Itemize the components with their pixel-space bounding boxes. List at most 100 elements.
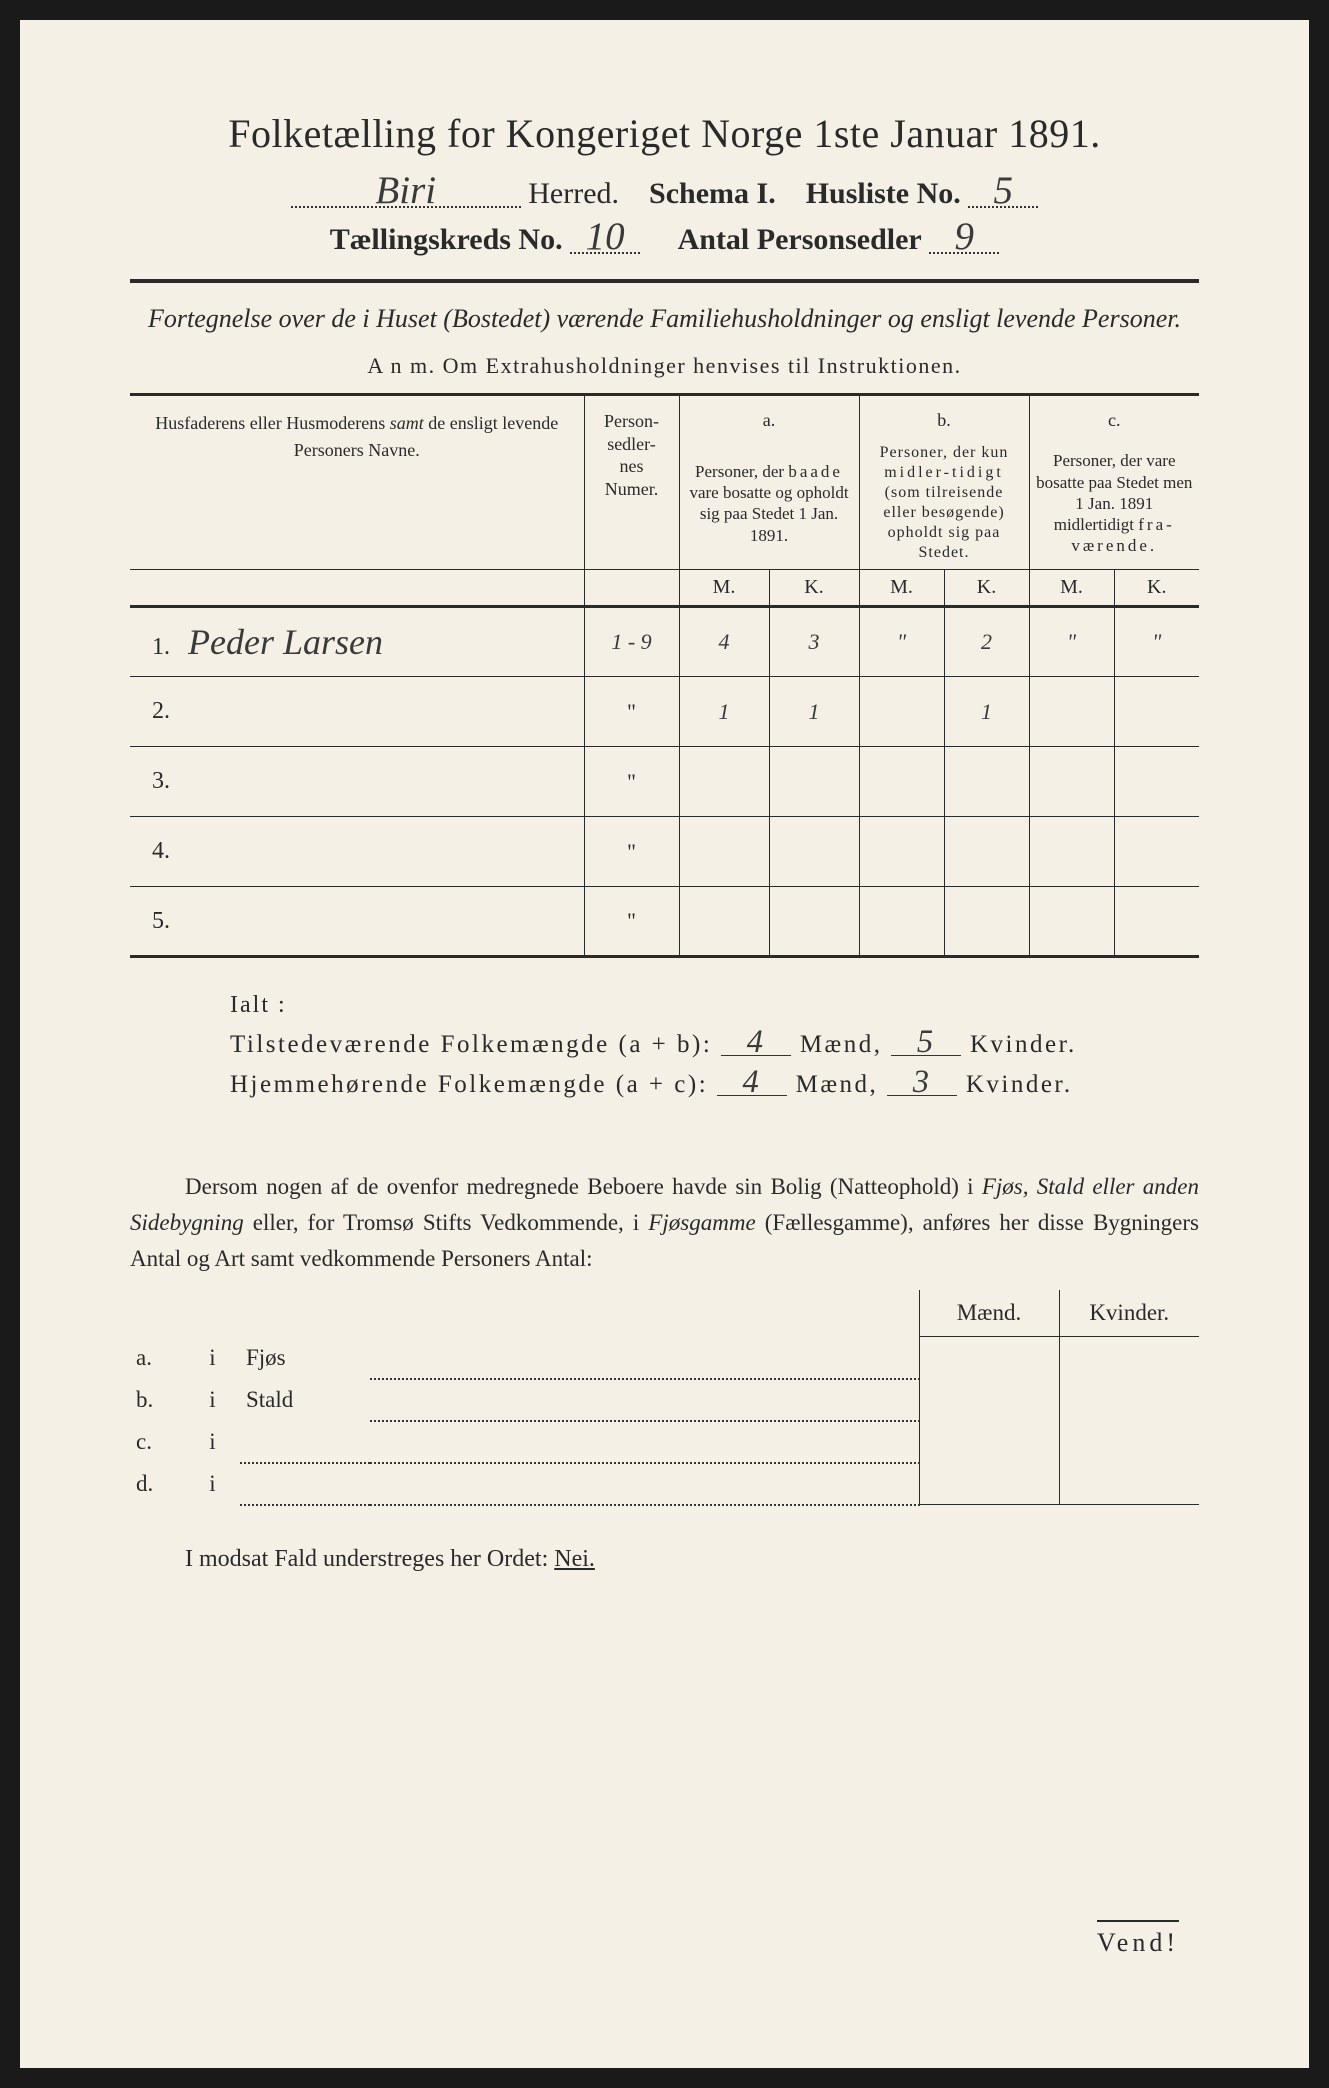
row-letter: c.: [130, 1421, 185, 1463]
col-a-m: M.: [679, 570, 769, 607]
cell-numer: ": [584, 677, 679, 747]
nei-word: Nei.: [554, 1546, 595, 1572]
nei-line: I modsat Fald understreges her Ordet: Ne…: [130, 1546, 1199, 1573]
cell-ck: [1114, 677, 1199, 747]
cell-am: 4: [679, 607, 769, 677]
row-type: Fjøs: [240, 1337, 370, 1379]
cell-ck: ": [1114, 607, 1199, 677]
cell-numer: ": [584, 747, 679, 817]
resident-women: 3: [887, 1069, 957, 1096]
cell-cm: ": [1029, 607, 1114, 677]
col-c-k: K.: [1114, 570, 1199, 607]
resident-label: Hjemmehørende Folkemængde (a + c):: [230, 1071, 708, 1098]
table-header-abc: Husfaderens eller Husmoderens samt de en…: [130, 395, 1199, 438]
cell-am: 1: [679, 677, 769, 747]
cell-ak: 1: [769, 677, 859, 747]
husliste-label: Husliste No.: [806, 177, 961, 210]
col-desc-c: Personer, der vare bosatte paa Stedet me…: [1029, 437, 1199, 570]
census-form-page: Folketælling for Kongeriget Norge 1ste J…: [20, 20, 1309, 2068]
col-kvinder: Kvinder.: [1059, 1290, 1199, 1337]
header-line-2: Biri Herred. Schema I. Husliste No. 5: [130, 175, 1199, 211]
row-number: 4.: [152, 838, 182, 865]
row-number: 5.: [152, 908, 182, 935]
resident-men: 4: [717, 1069, 787, 1096]
kvinder-label: Kvinder.: [966, 1071, 1073, 1098]
col-a-k: K.: [769, 570, 859, 607]
turn-over-label: Vend!: [1097, 1920, 1179, 1958]
row-type: Stald: [240, 1379, 370, 1421]
outbuilding-row: b. i Stald: [130, 1379, 1199, 1421]
person-name: Peder Larsen: [188, 622, 383, 662]
outbuilding-paragraph: Dersom nogen af de ovenfor medregnede Be…: [130, 1169, 1199, 1276]
table-row: 4. ": [130, 817, 1199, 887]
form-note: A n m. Om Extrahusholdninger henvises ti…: [130, 353, 1199, 379]
cell-numer: ": [584, 887, 679, 957]
cell-numer: ": [584, 817, 679, 887]
present-women: 5: [891, 1029, 961, 1056]
row-i: i: [185, 1463, 240, 1505]
row-number: 1.: [152, 634, 182, 661]
schema-label: Schema I.: [649, 177, 776, 210]
col-label-c: c.: [1029, 395, 1199, 438]
cell-bm: ": [859, 607, 944, 677]
table-row: 2. " 1 1 1: [130, 677, 1199, 747]
nei-text: I modsat Fald understreges her Ordet:: [185, 1546, 548, 1572]
herred-value: Biri: [291, 175, 521, 208]
divider-rule: [130, 279, 1199, 283]
herred-label: Herred.: [528, 177, 619, 210]
ialt-label: Ialt :: [230, 992, 1199, 1019]
cell-bk: 1: [944, 677, 1029, 747]
col-desc-a: Personer, der baade vare bosatte og opho…: [679, 437, 859, 570]
cell-bm: [859, 677, 944, 747]
household-table: Husfaderens eller Husmoderens samt de en…: [130, 393, 1199, 958]
row-i: i: [185, 1379, 240, 1421]
maend-label: Mænd,: [800, 1031, 883, 1058]
antal-label: Antal Personsedler: [678, 223, 922, 256]
row-i: i: [185, 1421, 240, 1463]
totals-resident: Hjemmehørende Folkemængde (a + c): 4 Mæn…: [230, 1069, 1199, 1099]
cell-ak: 3: [769, 607, 859, 677]
col-b-k: K.: [944, 570, 1029, 607]
totals-present: Tilstedeværende Folkemængde (a + b): 4 M…: [230, 1029, 1199, 1059]
table-row: 3. ": [130, 747, 1199, 817]
table-row: 5. ": [130, 887, 1199, 957]
row-letter: d.: [130, 1463, 185, 1505]
outbuilding-header: Mænd. Kvinder.: [130, 1290, 1199, 1337]
col-maend: Mænd.: [919, 1290, 1059, 1337]
outbuilding-row: c. i: [130, 1421, 1199, 1463]
col-header-names: Husfaderens eller Husmoderens samt de en…: [130, 395, 584, 570]
row-type: [240, 1421, 370, 1463]
col-header-numer: Person-sedler-nesNumer.: [584, 395, 679, 570]
col-desc-b: Personer, der kun midler-tidigt (som til…: [859, 437, 1029, 570]
cell-bk: 2: [944, 607, 1029, 677]
col-label-b: b.: [859, 395, 1029, 438]
page-title: Folketælling for Kongeriget Norge 1ste J…: [130, 110, 1199, 157]
kvinder-label: Kvinder.: [970, 1031, 1077, 1058]
outbuilding-table: Mænd. Kvinder. a. i Fjøs b. i Stald c. i…: [130, 1290, 1199, 1506]
row-letter: a.: [130, 1337, 185, 1379]
table-header-mk: M. K. M. K. M. K.: [130, 570, 1199, 607]
header-line-3: Tællingskreds No. 10 Antal Personsedler …: [130, 221, 1199, 257]
row-i: i: [185, 1337, 240, 1379]
row-number: 3.: [152, 768, 182, 795]
totals-block: Ialt : Tilstedeværende Folkemængde (a + …: [130, 992, 1199, 1099]
row-letter: b.: [130, 1379, 185, 1421]
outbuilding-row: a. i Fjøs: [130, 1337, 1199, 1379]
col-label-a: a.: [679, 395, 859, 438]
cell-cm: [1029, 677, 1114, 747]
table-row: 1. Peder Larsen 1 - 9 4 3 " 2 " ": [130, 607, 1199, 677]
kreds-label: Tællingskreds No.: [330, 223, 563, 256]
present-label: Tilstedeværende Folkemængde (a + b):: [230, 1031, 712, 1058]
antal-value: 9: [929, 221, 999, 254]
col-b-m: M.: [859, 570, 944, 607]
row-type: [240, 1463, 370, 1505]
present-men: 4: [721, 1029, 791, 1056]
row-number: 2.: [152, 698, 182, 725]
form-subtitle: Fortegnelse over de i Huset (Bostedet) v…: [130, 301, 1199, 337]
husliste-value: 5: [968, 175, 1038, 208]
outbuilding-row: d. i: [130, 1463, 1199, 1505]
kreds-value: 10: [570, 221, 640, 254]
col-c-m: M.: [1029, 570, 1114, 607]
maend-label: Mænd,: [796, 1071, 879, 1098]
cell-numer: 1 - 9: [584, 607, 679, 677]
